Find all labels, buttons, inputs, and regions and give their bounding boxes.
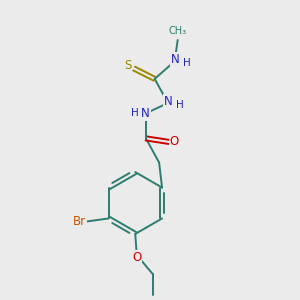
Text: O: O xyxy=(132,251,141,264)
Text: Br: Br xyxy=(73,215,85,228)
Text: O: O xyxy=(169,135,179,148)
Text: N: N xyxy=(141,107,150,120)
Text: N: N xyxy=(164,95,173,108)
Text: N: N xyxy=(171,53,180,66)
Text: S: S xyxy=(124,59,131,72)
Text: CH₃: CH₃ xyxy=(169,26,187,37)
Text: H: H xyxy=(131,108,139,118)
Text: H: H xyxy=(183,58,190,68)
Text: H: H xyxy=(176,100,184,110)
